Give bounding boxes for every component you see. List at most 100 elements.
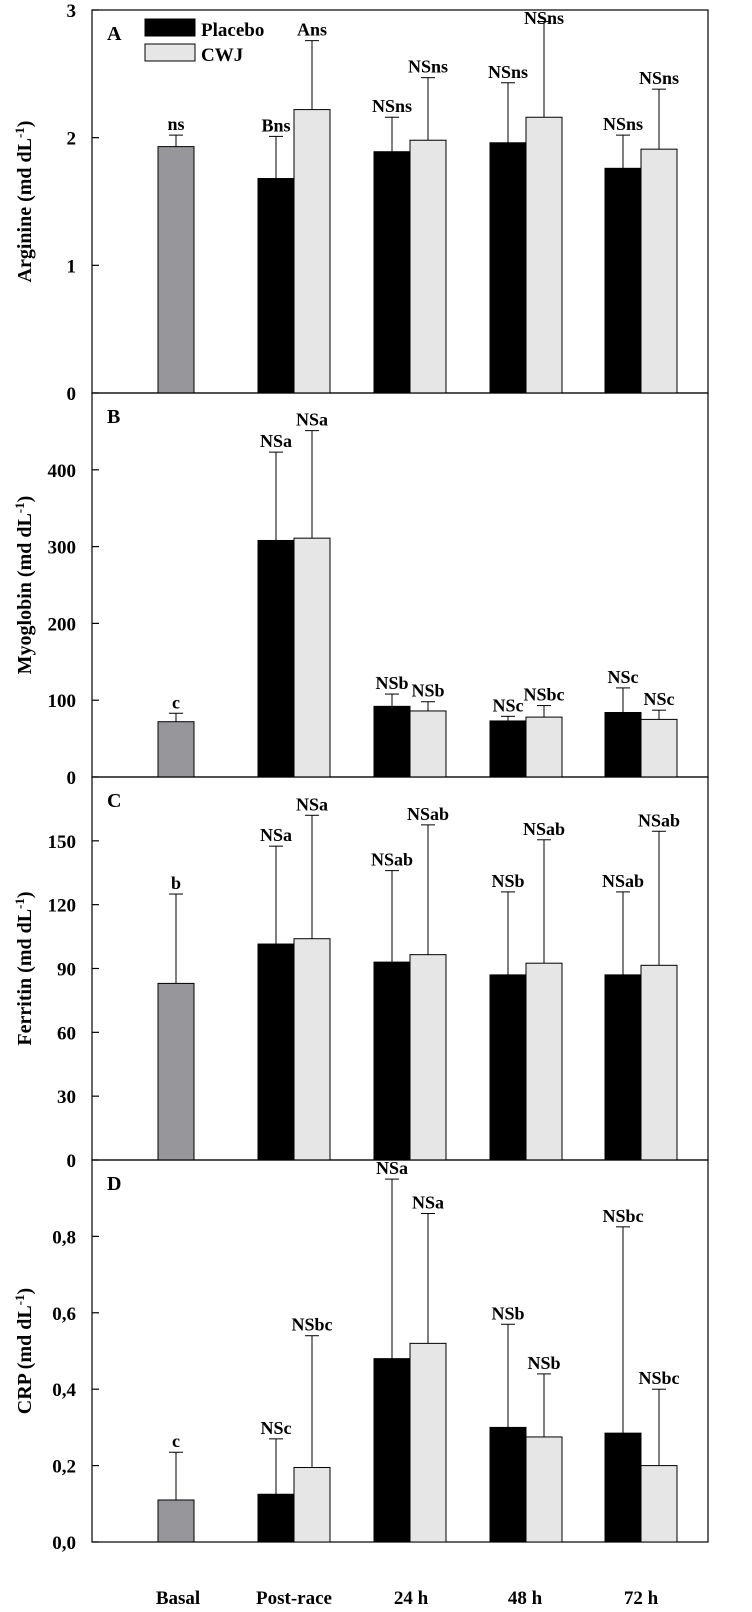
panel-c-48h-cwj-annotation: NSab bbox=[523, 819, 565, 839]
panel-d-post-race-cwj-annotation: NSbc bbox=[291, 1315, 332, 1335]
legend-swatch-placebo bbox=[144, 18, 196, 37]
panel-d-48h-cwj-bar bbox=[525, 1436, 563, 1543]
panel-a-48h-cwj-bar bbox=[525, 116, 563, 394]
panel-d-48h-cwj-annotation: NSb bbox=[527, 1353, 560, 1373]
panel-c-72h-placebo-bar bbox=[604, 974, 642, 1161]
panel-a-ytick-label-2: 2 bbox=[67, 129, 77, 150]
panel-c-ytick-label-4: 120 bbox=[48, 896, 77, 917]
panel-b-letter: B bbox=[107, 406, 120, 428]
panel-b-48h-placebo-bar bbox=[489, 720, 527, 778]
panel-c-basal-annotation: b bbox=[171, 873, 181, 893]
panel-c-ytick-label-2: 60 bbox=[57, 1023, 76, 1044]
panel-a-72h-cwj-annotation: NSns bbox=[639, 68, 679, 88]
panel-c-post-race-cwj-bar bbox=[293, 938, 331, 1161]
panel-d-72h-cwj-annotation: NSbc bbox=[638, 1368, 679, 1388]
panel-a-72h-cwj-bar bbox=[640, 148, 678, 394]
panel-c-ytick-label-0: 0 bbox=[67, 1151, 77, 1172]
panel-c-48h-placebo-bar bbox=[489, 974, 527, 1161]
panel-d-24h-cwj-bar bbox=[409, 1342, 447, 1543]
panel-a-24h-placebo-annotation: NSns bbox=[372, 96, 412, 116]
panel-d-24h-placebo-bar bbox=[373, 1358, 411, 1543]
panel-a-post-race-placebo-bar bbox=[257, 178, 295, 394]
panel-c-letter: C bbox=[107, 790, 121, 812]
panel-d-post-race-cwj-bar bbox=[293, 1467, 331, 1543]
panel-b-ytick-label-2: 200 bbox=[48, 614, 77, 635]
panel-b-72h-placebo-bar bbox=[604, 711, 642, 778]
panel-d-ytick-label-0: 0,0 bbox=[52, 1533, 76, 1554]
panel-d-letter: D bbox=[107, 1173, 121, 1195]
legend: Placebo CWJ bbox=[144, 18, 264, 66]
panel-d-72h-placebo-bar bbox=[604, 1432, 642, 1543]
panel-a-24h-cwj-bar bbox=[409, 139, 447, 394]
panel-c-48h-cwj-bar bbox=[525, 962, 563, 1161]
panel-a-letter: A bbox=[107, 23, 122, 45]
panel-b-ytick-label-1: 100 bbox=[48, 691, 77, 712]
panel-b-48h-placebo-annotation: NSc bbox=[493, 695, 524, 715]
panel-a-72h-placebo-bar bbox=[604, 167, 642, 394]
legend-label-cwj: CWJ bbox=[201, 45, 243, 66]
panel-a-ytick-label-3: 3 bbox=[67, 1, 77, 22]
panel-a-basal-bar bbox=[157, 146, 195, 394]
panel-c-72h-cwj-bar bbox=[640, 964, 678, 1161]
panel-d-24h-placebo-annotation: NSa bbox=[376, 1158, 408, 1178]
panel-a: 0 1 2 3 A Arginine (md dL-1) ns Bns NSns NSns NSns… bbox=[12, 1, 709, 405]
panel-c-ytick-label-5: 150 bbox=[48, 832, 77, 853]
panel-c-ytick-label-3: 90 bbox=[57, 960, 76, 981]
panel-d-ytick-label-2: 0,4 bbox=[52, 1380, 76, 1401]
panel-b-ytick-label-4: 400 bbox=[48, 461, 77, 482]
panel-b-72h-cwj-bar bbox=[640, 718, 678, 778]
panel-a-48h-cwj-annotation: NSns bbox=[524, 8, 564, 28]
panel-c-post-race-cwj-annotation: NSa bbox=[296, 794, 328, 814]
panel-d-basal-annotation: c bbox=[172, 1431, 180, 1451]
x-tick-basal: Basal bbox=[156, 1588, 200, 1609]
panel-d-ytick-label-4: 0,8 bbox=[52, 1227, 76, 1248]
panel-a-post-race-cwj-bar bbox=[293, 109, 331, 394]
panel-a-post-race-placebo-annotation: Bns bbox=[261, 115, 290, 135]
panel-a-48h-placebo-annotation: NSns bbox=[488, 62, 528, 82]
panel-c-72h-placebo-annotation: NSab bbox=[602, 871, 644, 891]
panel-c-post-race-placebo-annotation: NSa bbox=[260, 825, 292, 845]
x-axis-labels: Basal Post-race 24 h 48 h 72 h bbox=[156, 1588, 659, 1609]
panel-c-basal-bar bbox=[157, 982, 195, 1161]
panel-b-post-race-cwj-annotation: NSa bbox=[296, 410, 328, 430]
x-tick-24h: 24 h bbox=[394, 1588, 429, 1609]
panel-b-basal-bar bbox=[157, 721, 195, 778]
panel-a-24h-placebo-bar bbox=[373, 151, 411, 394]
panel-d-post-race-placebo-annotation: NSc bbox=[261, 1418, 292, 1438]
panel-c-ytick-label-1: 30 bbox=[57, 1087, 76, 1108]
panel-c-ylabel: Ferritin (md dL-1) bbox=[12, 891, 37, 1045]
panel-b-72h-cwj-annotation: NSc bbox=[644, 689, 675, 709]
x-tick-post-race: Post-race bbox=[256, 1588, 332, 1609]
panel-c-24h-placebo-bar bbox=[373, 961, 411, 1161]
x-tick-48h: 48 h bbox=[508, 1588, 543, 1609]
panel-c-24h-cwj-bar bbox=[409, 954, 447, 1161]
panel-b-24h-placebo-bar bbox=[373, 705, 411, 778]
panel-d-24h-cwj-annotation: NSa bbox=[412, 1192, 444, 1212]
panel-a-post-race-cwj-annotation: Ans bbox=[297, 20, 327, 40]
panel-a-ytick-label-0: 0 bbox=[67, 384, 77, 405]
panel-b-ytick-label-3: 300 bbox=[48, 538, 77, 559]
panel-d-ytick-label-3: 0,6 bbox=[52, 1304, 76, 1325]
panel-a-basal-annotation: ns bbox=[167, 114, 184, 134]
panel-c-48h-placebo-annotation: NSb bbox=[491, 871, 524, 891]
panel-c-24h-cwj-annotation: NSab bbox=[407, 804, 449, 824]
panel-a-48h-placebo-bar bbox=[489, 142, 527, 394]
panel-d-basal-bar bbox=[157, 1499, 195, 1543]
panel-d-48h-placebo-annotation: NSb bbox=[491, 1303, 524, 1323]
panel-c: 0 30 60 90 120 150 C Ferritin (md dL-1) b NSa NSab… bbox=[12, 776, 709, 1172]
panel-b-ytick-label-0: 0 bbox=[67, 768, 77, 789]
panel-c-24h-placebo-annotation: NSab bbox=[371, 850, 413, 870]
panel-b-72h-placebo-annotation: NSc bbox=[608, 667, 639, 687]
x-tick-72h: 72 h bbox=[624, 1588, 659, 1609]
panel-a-24h-cwj-annotation: NSns bbox=[408, 57, 448, 77]
panel-b-post-race-cwj-bar bbox=[293, 537, 331, 778]
panels-group: 0 1 2 3 A Arginine (md dL-1) ns Bns NSns NSns NSns… bbox=[12, 1, 709, 1554]
panel-a-72h-placebo-annotation: NSns bbox=[603, 114, 643, 134]
legend-swatch-cwj bbox=[144, 43, 196, 62]
panel-b-post-race-placebo-annotation: NSa bbox=[260, 431, 292, 451]
panel-b-48h-cwj-bar bbox=[525, 716, 563, 778]
panel-b-24h-cwj-annotation: NSb bbox=[411, 681, 444, 701]
panel-d-72h-cwj-bar bbox=[640, 1465, 678, 1543]
panel-b-48h-cwj-annotation: NSbc bbox=[523, 685, 564, 705]
